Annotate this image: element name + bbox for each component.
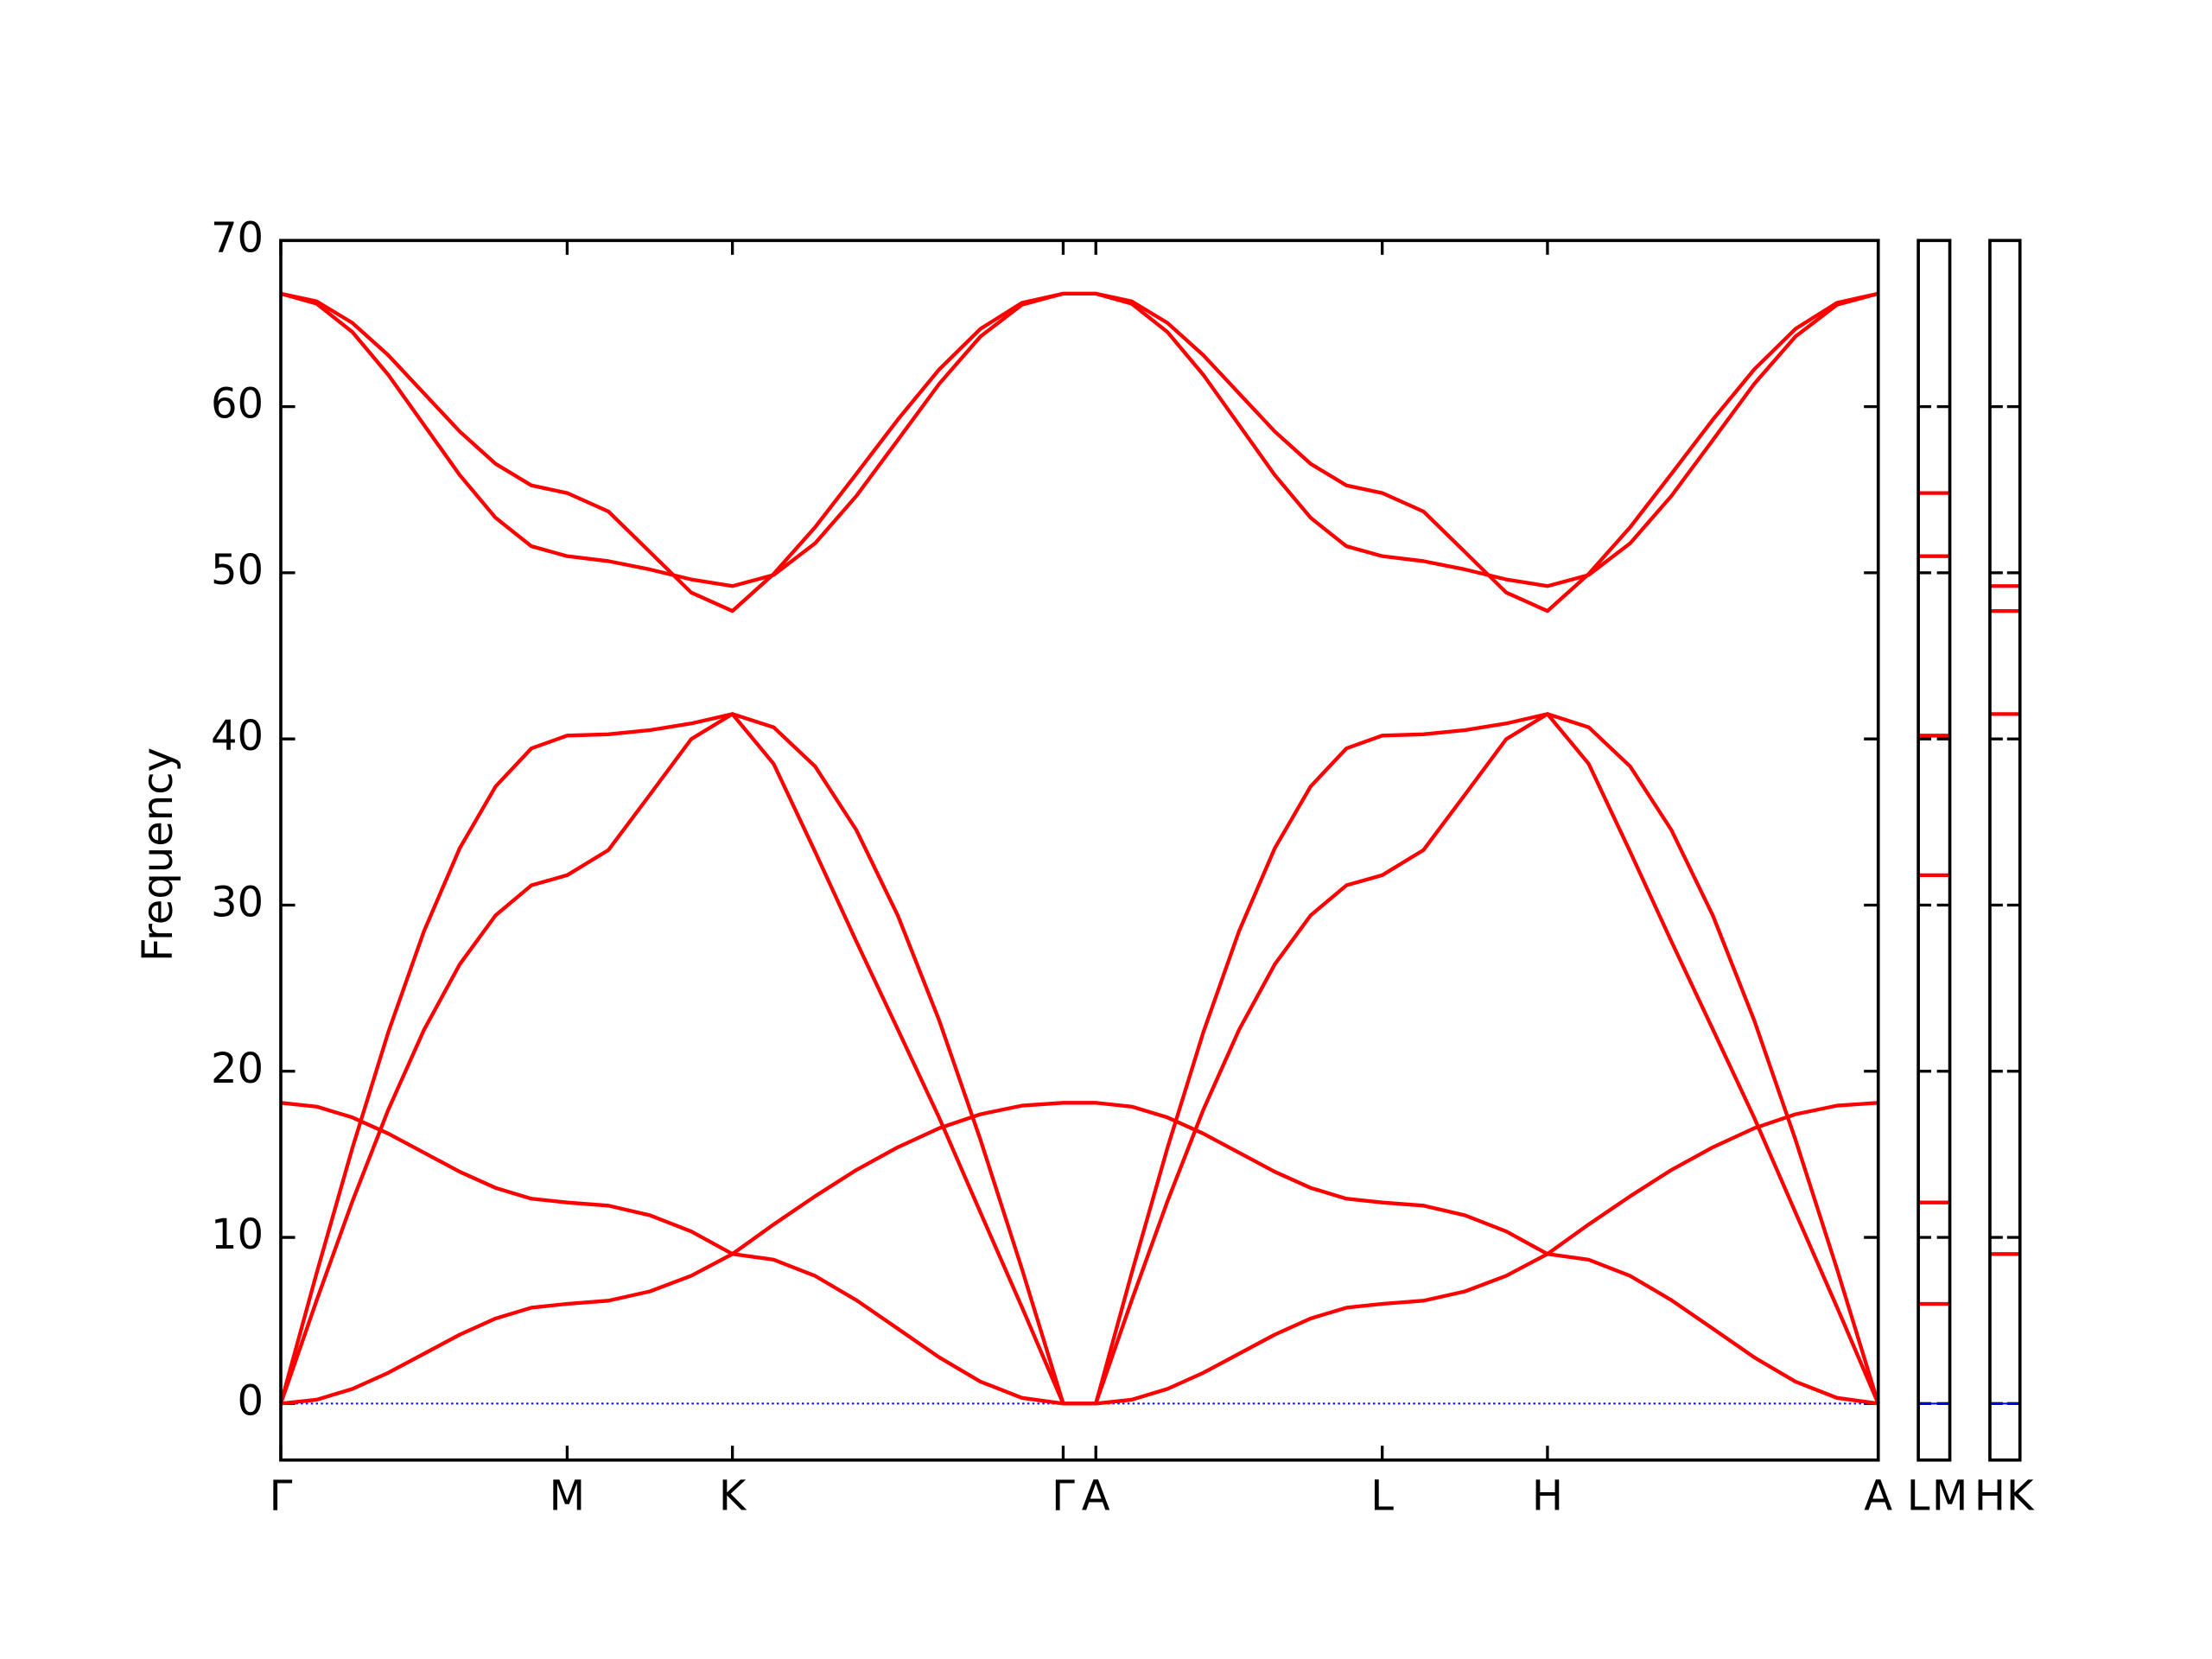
y-axis-label: Frequency bbox=[134, 747, 182, 962]
x-tick-label: H bbox=[1974, 1471, 2005, 1520]
y-tick-label: 50 bbox=[211, 546, 264, 594]
y-tick-label: 0 bbox=[238, 1376, 264, 1425]
x-tick-label: K bbox=[2006, 1471, 2035, 1520]
y-tick-label: 10 bbox=[211, 1211, 264, 1259]
y-tick-label: 30 bbox=[211, 878, 264, 926]
x-tick-label: A bbox=[1082, 1471, 1110, 1520]
x-tick-label: A bbox=[1864, 1471, 1892, 1520]
x-tick-label: M bbox=[550, 1471, 585, 1520]
axes-frame bbox=[279, 238, 1880, 1462]
y-tick-label: 70 bbox=[211, 213, 264, 262]
x-tick-label: H bbox=[1532, 1471, 1563, 1520]
band-line bbox=[278, 712, 1880, 1406]
y-tick-label: 60 bbox=[211, 380, 264, 429]
x-tick-label: M bbox=[1932, 1471, 1967, 1520]
band-line bbox=[280, 1252, 1879, 1406]
panel-frame bbox=[1916, 238, 1952, 1462]
band-line bbox=[280, 1101, 1878, 1256]
x-tick-label: L bbox=[1907, 1471, 1930, 1520]
band-line bbox=[280, 291, 1879, 588]
panel-frame bbox=[1988, 238, 2022, 1462]
y-tick-label: 20 bbox=[211, 1045, 264, 1093]
band-line bbox=[280, 291, 1879, 613]
band-line bbox=[278, 712, 1880, 1406]
x-tick-label: K bbox=[719, 1471, 747, 1520]
x-tick-label: L bbox=[1370, 1471, 1394, 1520]
x-tick-label: Γ bbox=[1052, 1471, 1075, 1520]
y-tick-label: 40 bbox=[211, 712, 264, 760]
x-tick-label: Γ bbox=[270, 1471, 293, 1520]
